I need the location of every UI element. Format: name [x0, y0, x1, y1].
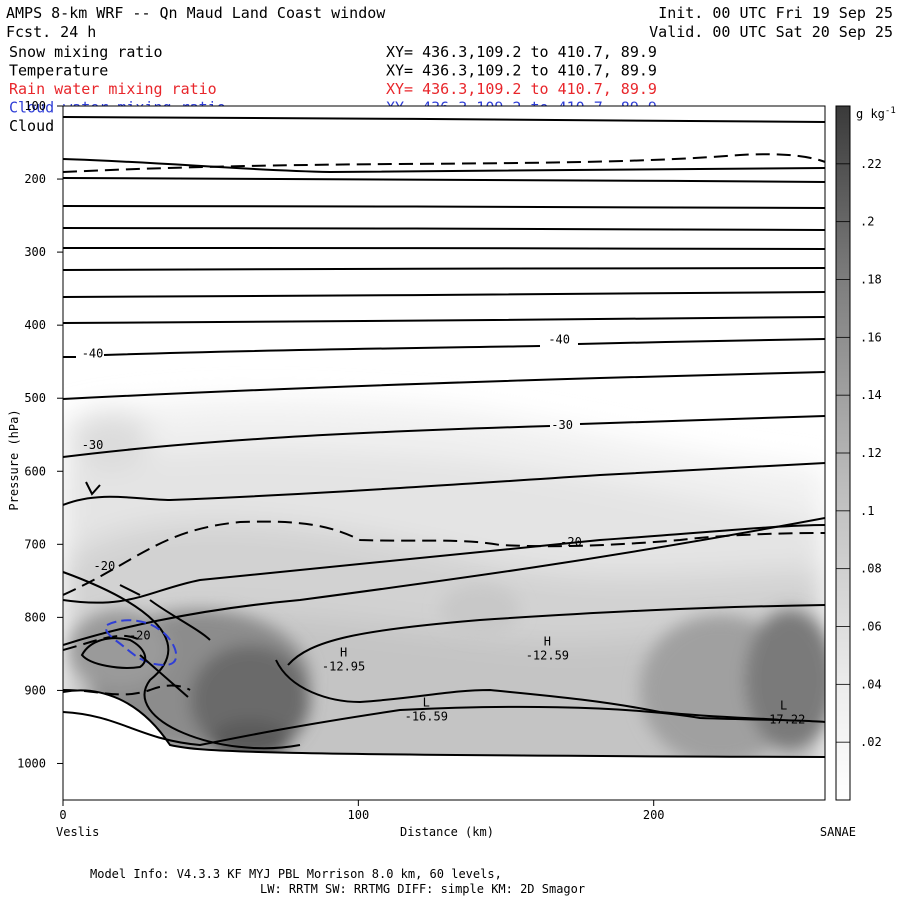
x-tick-label: 200 — [643, 808, 665, 822]
field-name: Temperature — [9, 62, 108, 80]
y-tick-label: 900 — [24, 683, 46, 697]
colorbar-tick-label: .14 — [860, 388, 882, 402]
colorbar-tick-label: .08 — [860, 562, 882, 576]
cloud-water-contour — [105, 619, 178, 667]
colorbar-tick-label: .1 — [860, 504, 874, 518]
temperature-closed-contour — [80, 637, 147, 669]
contour-labels: -40-40-30-30-20-20-20H-12.95H-12.59L-16.… — [82, 333, 806, 727]
x-tick-label: 100 — [348, 808, 370, 822]
isotherm-label: -40 — [82, 347, 104, 361]
extremum-type: H — [340, 646, 347, 660]
terrain-outline — [63, 689, 825, 758]
extremum-value: -16.59 — [405, 709, 448, 723]
isotherm-label: -20 — [560, 535, 582, 549]
temperature-contour-segment — [139, 654, 189, 698]
axes: 100 200 300 400 500 600 700 800 900 1000 0 100 200 — [17, 99, 664, 822]
x-axis-label: Distance (km) — [400, 825, 494, 839]
y-tick-label: 200 — [24, 172, 46, 186]
plot-area: -40-40-30-30-20-20-20H-12.95H-12.59L-16.… — [63, 106, 825, 800]
y-tick-label: 100 — [24, 99, 46, 113]
x-right-endpoint: SANAE — [820, 825, 856, 839]
colorbar-tick-label: .18 — [860, 273, 882, 287]
cloud-ice-contours — [63, 153, 825, 696]
y-axis-label: Pressure (hPa) — [7, 409, 21, 510]
colorbar-unit: g kg-1 — [856, 106, 896, 121]
field-xy: XY= 436.3,109.2 to 410.7, 89.9 — [386, 80, 657, 98]
y-tick-label: 500 — [24, 391, 46, 405]
colorbar-tick-label: .04 — [860, 677, 882, 691]
x-left-endpoint: Veslis — [56, 825, 99, 839]
y-tick-label: 800 — [24, 610, 46, 624]
temperature-contours — [63, 116, 825, 750]
colorbar-ticks: .02 .04 .06 .08 .1 .12 .14 .16 .18 .2 .22 — [836, 157, 882, 749]
colorbar: .02 .04 .06 .08 .1 .12 .14 .16 .18 .2 .22 g kg-1 — [835, 105, 896, 801]
colorbar-tick-label: .22 — [860, 157, 882, 171]
plot-frame — [62, 105, 826, 801]
footer-physics-info: LW: RRTM SW: RRTMG DIFF: simple KM: 2D S… — [260, 882, 585, 896]
colorbar-tick-label: .12 — [860, 446, 882, 460]
footer-model-info: Model Info: V4.3.3 KF MYJ PBL Morrison 8… — [90, 867, 502, 881]
field-xy: XY= 436.3,109.2 to 410.7, 89.9 — [386, 62, 657, 80]
field-name: Rain water mixing ratio — [9, 80, 217, 98]
field-name: Snow mixing ratio — [9, 43, 163, 61]
field-xy: XY= 436.3,109.2 to 410.7, 89.9 — [386, 43, 657, 61]
y-tick-label: 400 — [24, 318, 46, 332]
extremum-type: L — [780, 698, 787, 712]
isotherm-label: -30 — [82, 438, 104, 452]
isotherm-label: -20 — [94, 559, 116, 573]
snow-shading-max — [70, 585, 825, 765]
y-tick-label: 300 — [24, 245, 46, 259]
y-tick-label: 1000 — [17, 756, 46, 770]
terrain — [63, 690, 825, 800]
colorbar-tick-label: .06 — [860, 620, 882, 634]
extremum-type: H — [544, 635, 551, 649]
isotherm-label: -20 — [129, 629, 151, 643]
extremum-type: L — [423, 695, 430, 709]
extremum-value: -12.59 — [526, 649, 569, 663]
colorbar-tick-label: .2 — [860, 215, 874, 229]
extremum-value: -17.22 — [762, 712, 805, 726]
figure-title: AMPS 8-km WRF -- Qn Maud Land Coast wind… — [6, 4, 386, 22]
isotherm-label: -30 — [551, 418, 573, 432]
forecast-hour: Fcst. 24 h — [6, 23, 96, 41]
y-tick-label: 700 — [24, 537, 46, 551]
y-tick-label: 600 — [24, 464, 46, 478]
colorbar-tick-label: .02 — [860, 735, 882, 749]
valid-time: Valid. 00 UTC Sat 20 Sep 25 — [649, 23, 893, 41]
init-time: Init. 00 UTC Fri 19 Sep 25 — [658, 4, 893, 22]
x-tick-label: 0 — [59, 808, 66, 822]
colorbar-tick-label: .16 — [860, 330, 882, 344]
isotherm-label: -40 — [548, 333, 570, 347]
extremum-value: -12.95 — [322, 660, 365, 674]
